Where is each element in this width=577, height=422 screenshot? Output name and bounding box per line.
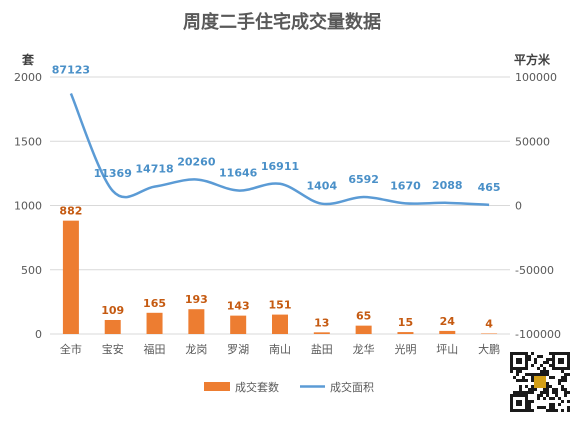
right-tick-label: -100000 <box>515 328 561 341</box>
bar-data-label: 65 <box>356 310 371 323</box>
bar <box>104 319 121 334</box>
category-axis-labels: 全市 宝安 福田 龙岗 罗湖 南山 盐田 龙华 光明 坪山 大鹏 <box>60 342 500 356</box>
category-label: 全市 <box>60 342 82 356</box>
line-data-label: 1670 <box>390 179 421 192</box>
legend-bar-swatch <box>204 382 230 391</box>
line-data-label: 14718 <box>135 163 173 176</box>
line-data-label: 2088 <box>432 179 463 192</box>
line-data-label: 11369 <box>94 167 132 180</box>
category-label: 龙华 <box>353 342 375 356</box>
category-label: 罗湖 <box>227 343 249 356</box>
left-tick-label: 500 <box>21 264 42 277</box>
category-label: 南山 <box>269 343 291 356</box>
category-label: 盐田 <box>311 343 333 356</box>
bar <box>355 325 372 334</box>
right-axis-unit: 平方米 <box>514 52 551 67</box>
legend: 成交套数 成交面积 <box>204 380 374 394</box>
legend-line-label: 成交面积 <box>330 380 374 394</box>
line-data-label: 16911 <box>261 160 299 173</box>
category-label: 光明 <box>394 342 416 356</box>
category-label: 大鹏 <box>478 342 500 356</box>
left-tick-label: 1500 <box>14 135 42 148</box>
bar <box>439 330 456 334</box>
category-label: 坪山 <box>436 343 458 356</box>
bar <box>397 332 414 334</box>
category-label: 宝安 <box>102 342 124 356</box>
legend-bar-label: 成交套数 <box>235 380 279 394</box>
line-data-label: 87123 <box>52 64 90 77</box>
bar <box>230 315 247 334</box>
left-tick-label: 0 <box>35 328 42 341</box>
bar-data-label: 4 <box>485 317 493 330</box>
bar-series <box>62 220 498 334</box>
line-data-label: 20260 <box>177 155 216 168</box>
line-data-label: 465 <box>478 181 501 194</box>
bar-data-label: 24 <box>440 315 456 328</box>
bar <box>481 333 498 334</box>
bar <box>272 314 288 334</box>
bar <box>188 309 205 334</box>
right-axis-ticks: -100000 -50000 0 50000 100000 <box>515 71 561 341</box>
left-axis-unit: 套 <box>21 52 35 67</box>
bar-data-label: 165 <box>143 297 166 310</box>
bar-data-label: 151 <box>269 299 292 312</box>
left-tick-label: 2000 <box>14 71 42 84</box>
right-tick-label: 0 <box>515 200 522 213</box>
line-path <box>69 93 490 207</box>
right-tick-label: 100000 <box>515 71 557 84</box>
bar-data-label: 193 <box>185 293 208 306</box>
qr-code-icon <box>508 350 572 414</box>
category-label: 龙岗 <box>185 343 207 356</box>
right-tick-label: 50000 <box>515 135 550 148</box>
bar <box>146 312 163 334</box>
line-series <box>69 93 490 207</box>
line-data-label: 6592 <box>348 173 379 186</box>
left-tick-label: 1000 <box>14 200 42 213</box>
line-data-label: 1404 <box>307 180 338 193</box>
gridlines <box>50 76 510 335</box>
line-data-label: 11646 <box>219 167 258 180</box>
chart-title: 周度二手住宅成交量数据 <box>183 11 381 33</box>
right-tick-label: -50000 <box>515 264 554 277</box>
bar <box>313 332 330 334</box>
bar-data-label: 109 <box>101 304 124 317</box>
bar-data-labels: 882 109 165 193 143 151 13 65 15 24 4 <box>59 205 493 331</box>
bar <box>62 220 79 334</box>
category-label: 福田 <box>144 342 166 356</box>
left-axis-ticks: 0 500 1000 1500 2000 <box>14 71 42 341</box>
bar-data-label: 13 <box>314 316 329 329</box>
bar-data-label: 882 <box>59 205 82 218</box>
bar-data-label: 15 <box>398 316 413 329</box>
bar-data-label: 143 <box>227 300 250 313</box>
